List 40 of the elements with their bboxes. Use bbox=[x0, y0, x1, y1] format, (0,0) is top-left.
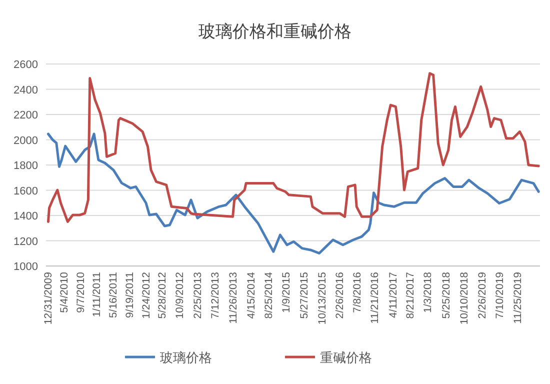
x-tick-label: 4/11/2017 bbox=[387, 272, 400, 318]
x-tick-label: 8/21/2017 bbox=[404, 272, 417, 319]
legend-label: 重碱价格 bbox=[320, 350, 372, 365]
x-tick-label: 9/19/2011 bbox=[124, 272, 136, 318]
x-tick-label: 11/21/2016 bbox=[369, 272, 382, 324]
y-tick-label: 1800 bbox=[14, 160, 38, 172]
x-tick-label: 7/10/2019 bbox=[494, 272, 506, 319]
x-tick-label: 10/10/2018 bbox=[458, 272, 470, 325]
x-tick-label: 5/4/2010 bbox=[58, 272, 71, 313]
y-tick-label: 1200 bbox=[14, 236, 38, 248]
y-tick-label: 1000 bbox=[14, 261, 38, 273]
x-tick-label: 5/25/2018 bbox=[440, 272, 453, 319]
x-tick-label: 5/16/2011 bbox=[107, 272, 120, 318]
x-tick-label: 1/11/2011 bbox=[91, 272, 104, 318]
y-tick-label: 1400 bbox=[14, 210, 38, 222]
y-tick-label: 2200 bbox=[14, 110, 38, 122]
x-tick-label: 2/26/2019 bbox=[476, 272, 488, 319]
x-tick-label: 1/9/2015 bbox=[280, 272, 293, 313]
chart-title: 玻璃价格和重碱价格 bbox=[198, 22, 352, 41]
y-tick-label: 2400 bbox=[14, 84, 38, 96]
y-tick-label: 1600 bbox=[14, 185, 38, 198]
x-tick-label: 8/25/2014 bbox=[262, 272, 275, 319]
x-tick-label: 1/24/2012 bbox=[140, 272, 152, 319]
x-tick-label: 2/26/2016 bbox=[334, 272, 346, 319]
legend-label: 玻璃价格 bbox=[160, 350, 212, 365]
y-tick-label: 2600 bbox=[14, 59, 38, 71]
x-tick-label: 4/15/2014 bbox=[246, 272, 258, 319]
x-tick-label: 2/25/2013 bbox=[192, 272, 204, 319]
x-tick-label: 11/25/2019 bbox=[512, 272, 524, 324]
x-tick-label: 12/31/2009 bbox=[42, 272, 54, 325]
x-tick-label: 5/27/2015 bbox=[298, 272, 311, 319]
x-tick-label: 7/12/2013 bbox=[210, 272, 222, 319]
x-tick-label: 5/28/2012 bbox=[156, 272, 169, 319]
x-tick-label: 10/9/2012 bbox=[174, 272, 186, 319]
x-tick-label: 10/13/2015 bbox=[316, 272, 329, 325]
x-tick-label: 11/26/2013 bbox=[228, 272, 240, 324]
x-tick-label: 9/7/2010 bbox=[74, 272, 87, 313]
x-tick-label: 1/3/2018 bbox=[422, 272, 434, 313]
y-tick-label: 2000 bbox=[14, 134, 38, 147]
x-tick-label: 7/8/2016 bbox=[351, 272, 364, 313]
